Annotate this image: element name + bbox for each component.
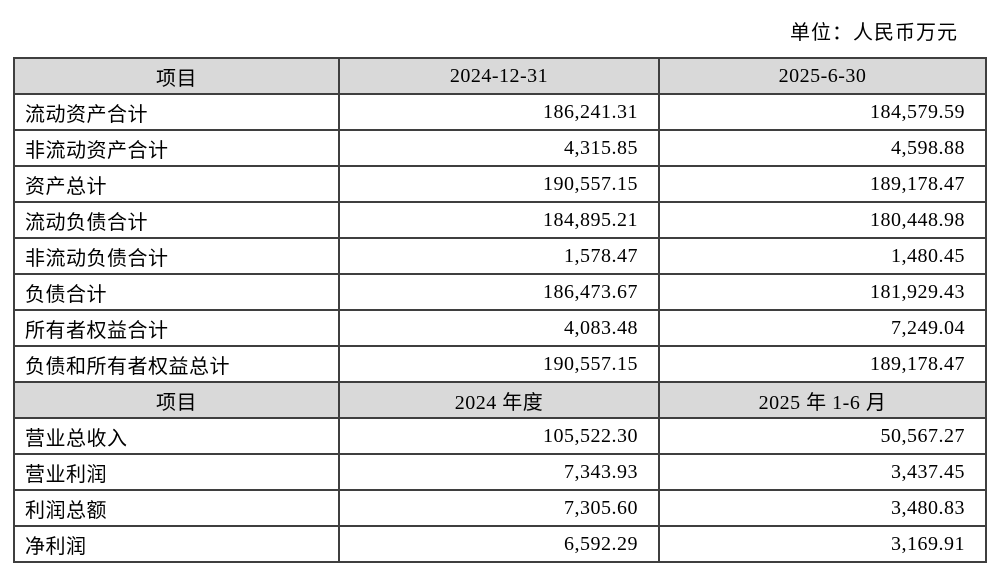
table-row: 流动负债合计 184,895.21 180,448.98 (13, 201, 987, 239)
financial-summary-table: 项目 2024-12-31 2025-6-30 流动资产合计 186,241.3… (13, 57, 987, 563)
income-statement-header-row: 项目 2024 年度 2025 年 1-6 月 (13, 381, 987, 419)
table-row: 非流动负债合计 1,578.47 1,480.45 (13, 237, 987, 275)
row-item-label: 净利润 (13, 525, 340, 563)
row-value-period2: 189,178.47 (658, 345, 987, 383)
row-value-period2: 4,598.88 (658, 129, 987, 167)
row-value-period2: 189,178.47 (658, 165, 987, 203)
row-value-period1: 1,578.47 (338, 237, 660, 275)
header-date-2024: 2024-12-31 (338, 57, 660, 95)
header-period-2025: 2025 年 1-6 月 (658, 381, 987, 419)
row-item-label: 营业利润 (13, 453, 340, 491)
row-value-period1: 4,315.85 (338, 129, 660, 167)
row-value-period1: 4,083.48 (338, 309, 660, 347)
row-item-label: 流动资产合计 (13, 93, 340, 131)
row-item-label: 营业总收入 (13, 417, 340, 455)
table-row: 所有者权益合计 4,083.48 7,249.04 (13, 309, 987, 347)
row-value-period2: 1,480.45 (658, 237, 987, 275)
table-row: 利润总额 7,305.60 3,480.83 (13, 489, 987, 527)
row-value-period2: 184,579.59 (658, 93, 987, 131)
currency-unit-label: 单位：人民币万元 (790, 22, 958, 44)
table-row: 负债和所有者权益总计 190,557.15 189,178.47 (13, 345, 987, 383)
row-value-period1: 186,473.67 (338, 273, 660, 311)
row-item-label: 非流动资产合计 (13, 129, 340, 167)
balance-sheet-header-row: 项目 2024-12-31 2025-6-30 (13, 57, 987, 95)
row-value-period2: 181,929.43 (658, 273, 987, 311)
row-value-period1: 184,895.21 (338, 201, 660, 239)
row-value-period1: 190,557.15 (338, 345, 660, 383)
table-row: 净利润 6,592.29 3,169.91 (13, 525, 987, 563)
row-item-label: 负债合计 (13, 273, 340, 311)
row-value-period1: 6,592.29 (338, 525, 660, 563)
table-row: 流动资产合计 186,241.31 184,579.59 (13, 93, 987, 131)
table-row: 资产总计 190,557.15 189,178.47 (13, 165, 987, 203)
row-item-label: 所有者权益合计 (13, 309, 340, 347)
row-value-period1: 105,522.30 (338, 417, 660, 455)
row-value-period2: 3,169.91 (658, 525, 987, 563)
row-value-period1: 7,305.60 (338, 489, 660, 527)
table-row: 营业利润 7,343.93 3,437.45 (13, 453, 987, 491)
header-item: 项目 (13, 381, 340, 419)
header-item: 项目 (13, 57, 340, 95)
row-value-period2: 3,480.83 (658, 489, 987, 527)
row-value-period2: 50,567.27 (658, 417, 987, 455)
row-item-label: 利润总额 (13, 489, 340, 527)
table-row: 负债合计 186,473.67 181,929.43 (13, 273, 987, 311)
row-item-label: 流动负债合计 (13, 201, 340, 239)
table-row: 非流动资产合计 4,315.85 4,598.88 (13, 129, 987, 167)
header-period-2024: 2024 年度 (338, 381, 660, 419)
row-value-period2: 7,249.04 (658, 309, 987, 347)
row-value-period2: 180,448.98 (658, 201, 987, 239)
header-date-2025: 2025-6-30 (658, 57, 987, 95)
row-item-label: 负债和所有者权益总计 (13, 345, 340, 383)
row-item-label: 资产总计 (13, 165, 340, 203)
row-value-period1: 186,241.31 (338, 93, 660, 131)
row-value-period1: 7,343.93 (338, 453, 660, 491)
row-value-period2: 3,437.45 (658, 453, 987, 491)
row-value-period1: 190,557.15 (338, 165, 660, 203)
row-item-label: 非流动负债合计 (13, 237, 340, 275)
table-row: 营业总收入 105,522.30 50,567.27 (13, 417, 987, 455)
